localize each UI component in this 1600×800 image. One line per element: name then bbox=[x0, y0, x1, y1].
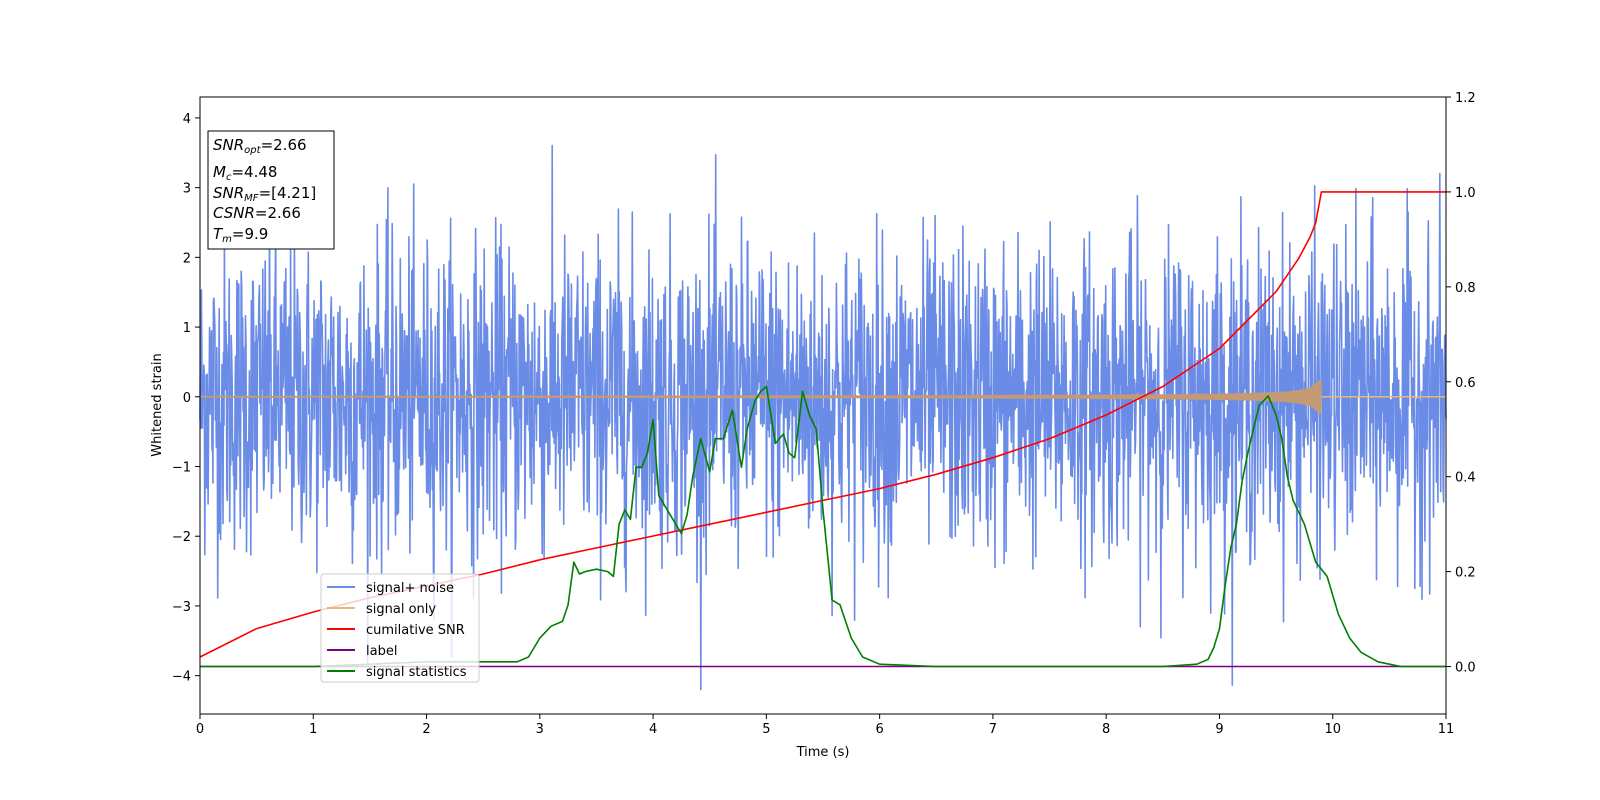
annotation-line: Mc=4.48 bbox=[213, 163, 277, 183]
x-tick-label: 6 bbox=[875, 722, 883, 737]
legend-label-text: signal only bbox=[366, 602, 436, 617]
y-tick-label: −3 bbox=[172, 600, 191, 615]
x-tick-label: 2 bbox=[422, 722, 430, 737]
legend-label-text: label bbox=[366, 644, 397, 659]
y-tick-label: −2 bbox=[172, 530, 191, 545]
legend-frame bbox=[320, 573, 480, 683]
annotation-subscript: m bbox=[222, 234, 232, 245]
y2-tick-label: 0.4 bbox=[1455, 471, 1476, 486]
y2-tick-label: 0.2 bbox=[1455, 566, 1476, 581]
legend-signal-statistics: signal statistics bbox=[327, 665, 467, 680]
y2-tick-label: 1.0 bbox=[1455, 186, 1476, 201]
y2-tick-label: 0.0 bbox=[1455, 661, 1476, 676]
annotation-value: =9.9 bbox=[232, 225, 268, 243]
y2-axis-ticks: 0.0 0.2 0.4 0.6 0.8 1.0 1.2 bbox=[1446, 91, 1476, 676]
y-tick-label: 2 bbox=[183, 251, 191, 266]
signal-noise-line bbox=[199, 144, 1447, 691]
x-axis-ticks: 0 1 2 3 4 5 6 7 8 9 10 11 bbox=[196, 714, 1454, 737]
x-tick-label: 7 bbox=[989, 722, 997, 737]
x-tick-label: 11 bbox=[1438, 722, 1455, 737]
annotation-symbol: M bbox=[213, 163, 226, 181]
legend-cumulative-snr: cumilative SNR bbox=[327, 623, 465, 638]
y-tick-label: −4 bbox=[172, 670, 191, 685]
annotation-line: CSNR=2.66 bbox=[213, 204, 301, 222]
legend-label-text: signal+ noise bbox=[366, 581, 454, 596]
annotation-symbol: T bbox=[213, 225, 224, 243]
y-axis-ticks: −4 −3 −2 −1 0 1 2 3 4 bbox=[172, 112, 200, 685]
legend-label-text: signal statistics bbox=[366, 665, 467, 680]
y2-tick-label: 1.2 bbox=[1455, 91, 1476, 106]
y-axis-label: Whitened strain bbox=[150, 353, 165, 456]
signal-only-envelope bbox=[200, 380, 1322, 414]
legend-signal-only: signal only bbox=[327, 602, 436, 617]
annotation-subscript: MF bbox=[244, 193, 259, 204]
legend-items: signal+ noise signal only cumilative SNR la… bbox=[327, 581, 467, 680]
annotation-symbol: SNR bbox=[213, 184, 244, 202]
signal-statistics-line bbox=[200, 385, 1446, 668]
legend-label: label bbox=[327, 644, 397, 659]
x-tick-label: 1 bbox=[309, 722, 317, 737]
y-tick-label: 3 bbox=[183, 182, 191, 197]
annotation-line: SNRopt=2.66 bbox=[213, 136, 307, 156]
x-tick-label: 5 bbox=[762, 722, 770, 737]
annotation-lines: SNRopt=2.66Mc=4.48SNRMF=[4.21]CSNR=2.66T… bbox=[213, 136, 316, 245]
annotation-value: =[4.21] bbox=[259, 184, 317, 202]
y-tick-label: −1 bbox=[172, 461, 191, 476]
x-axis-label: Time (s) bbox=[796, 745, 850, 760]
x-tick-label: 9 bbox=[1215, 722, 1223, 737]
x-tick-label: 0 bbox=[196, 722, 204, 737]
annotation-value: =4.48 bbox=[231, 163, 277, 181]
legend: signal+ noise signal only cumilative SNR la… bbox=[320, 573, 480, 683]
y-tick-label: 4 bbox=[183, 112, 191, 127]
x-tick-label: 4 bbox=[649, 722, 657, 737]
x-tick-label: 8 bbox=[1102, 722, 1110, 737]
annotation-value: =2.66 bbox=[255, 204, 301, 222]
x-tick-label: 10 bbox=[1324, 722, 1341, 737]
annotation-symbol: SNR bbox=[213, 136, 244, 154]
y2-tick-label: 0.8 bbox=[1455, 281, 1476, 296]
y2-tick-label: 0.6 bbox=[1455, 376, 1476, 391]
annotation-box: SNRopt=2.66Mc=4.48SNRMF=[4.21]CSNR=2.66T… bbox=[207, 130, 335, 250]
annotation-line: Tm=9.9 bbox=[213, 225, 268, 245]
signal-only-layer bbox=[200, 380, 1446, 414]
annotation-box-frame bbox=[207, 130, 335, 250]
y-tick-label: 1 bbox=[183, 321, 191, 336]
annotation-subscript: c bbox=[226, 172, 232, 183]
y-tick-label: 0 bbox=[183, 391, 191, 406]
x-tick-label: 3 bbox=[536, 722, 544, 737]
annotation-value: =2.66 bbox=[261, 136, 307, 154]
annotation-line: SNRMF=[4.21] bbox=[213, 184, 316, 204]
annotation-subscript: opt bbox=[244, 145, 261, 156]
axes-frame bbox=[199, 96, 1447, 715]
legend-label-text: cumilative SNR bbox=[366, 623, 465, 638]
annotation-symbol: CSNR bbox=[213, 204, 255, 222]
legend-signal-noise: signal+ noise bbox=[327, 581, 454, 596]
signal-noise-layer bbox=[199, 144, 1447, 691]
